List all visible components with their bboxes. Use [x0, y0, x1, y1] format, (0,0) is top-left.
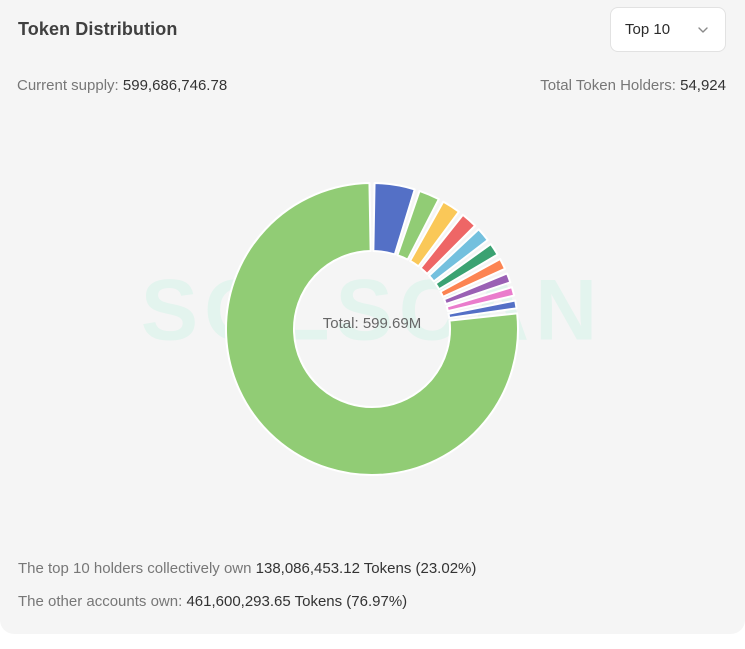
chevron-down-icon	[698, 27, 708, 33]
card-title: Token Distribution	[18, 19, 178, 39]
donut-slice-5[interactable]	[419, 213, 477, 275]
donut-slice-10[interactable]	[445, 286, 516, 313]
total-holders-value: 54,924	[680, 77, 726, 94]
top-holders-prefix: The top 10 holders collectively own	[18, 560, 256, 577]
donut-slices	[225, 182, 519, 476]
donut-slice-2[interactable]	[372, 182, 416, 256]
center-total-label: Total: 599.69M	[323, 315, 421, 332]
current-supply: Current supply: 599,686,746.78	[17, 77, 227, 94]
donut-slice-4[interactable]	[409, 200, 460, 268]
current-supply-value: 599,686,746.78	[122, 77, 228, 94]
top-n-select[interactable]: Top 10	[610, 7, 726, 52]
other-accounts-summary: The other accounts own: 461,600,293.65 T…	[18, 593, 407, 610]
select-value: Top 10	[625, 21, 671, 38]
total-holders: Total Token Holders: 54,924	[540, 77, 726, 94]
top-holders-value: 138,086,453.12 Tokens (23.02%)	[255, 560, 477, 577]
donut-slice-6[interactable]	[427, 228, 489, 283]
donut-slice-8[interactable]	[439, 257, 507, 298]
donut-slice-3[interactable]	[396, 189, 440, 261]
distribution-donut-chart: SOLSCAN Total: 599.69M	[141, 182, 603, 476]
top-holders-summary: The top 10 holders collectively own 138,…	[18, 560, 476, 577]
donut-slice-7[interactable]	[434, 243, 499, 291]
current-supply-label: Current supply:	[17, 77, 123, 94]
token-distribution-card: Token Distribution Top 10 Current supply…	[17, 7, 726, 610]
solscan-watermark: SOLSCAN	[141, 263, 603, 359]
other-accounts-value: 461,600,293.65 Tokens (76.97%)	[186, 593, 408, 610]
other-accounts-prefix: The other accounts own:	[18, 593, 187, 610]
donut-slice-11[interactable]	[447, 299, 518, 319]
total-holders-label: Total Token Holders:	[540, 77, 681, 94]
donut-slice-1[interactable]	[225, 182, 519, 476]
donut-slice-9[interactable]	[443, 272, 512, 306]
